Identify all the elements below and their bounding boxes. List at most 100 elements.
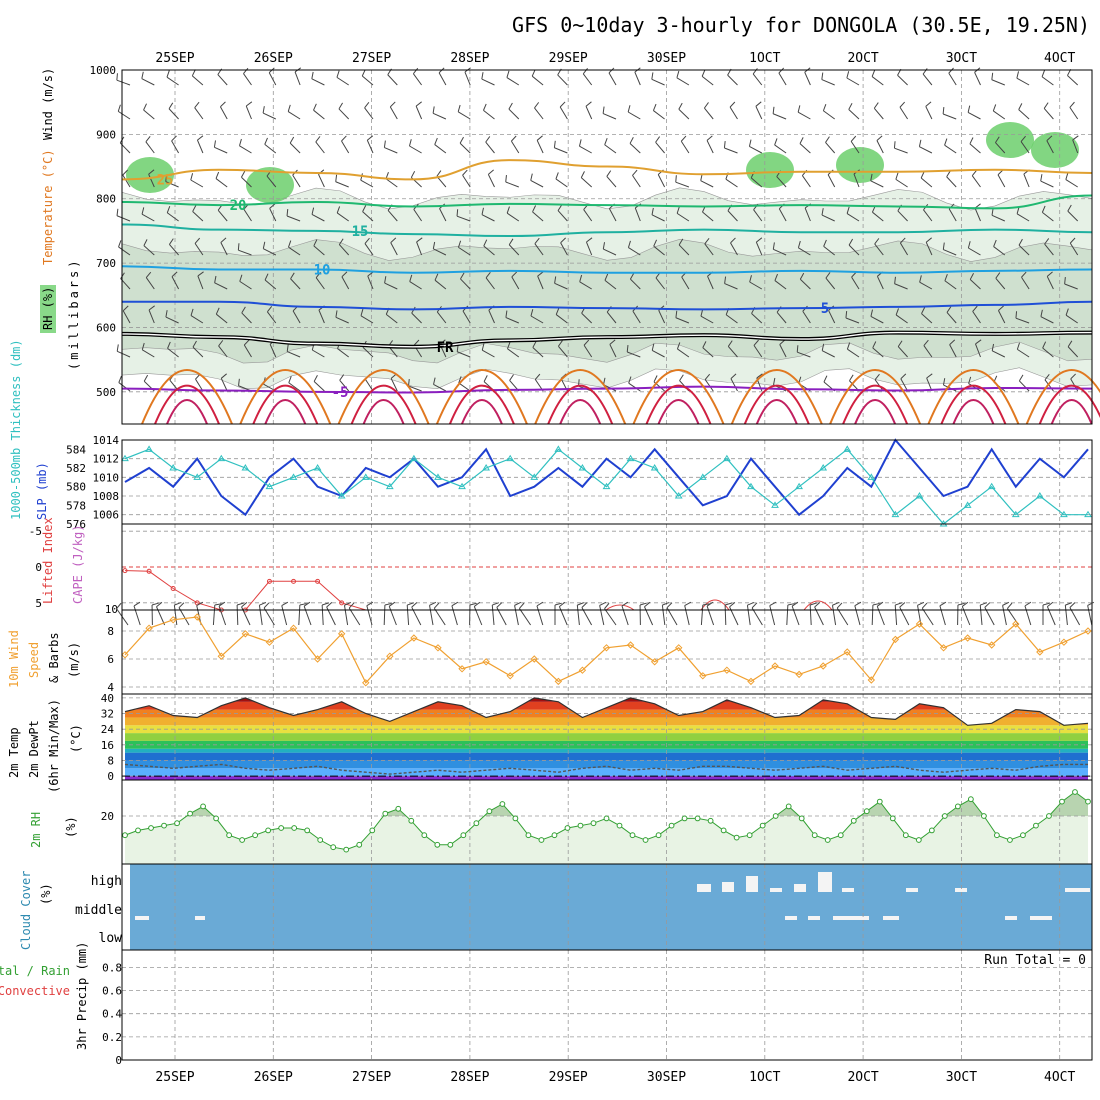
wind-barb-staff: [429, 605, 434, 626]
rh-marker: [1059, 798, 1065, 805]
wind-barb-staff: [460, 278, 471, 290]
wind-barb-feather: [362, 205, 367, 212]
wind-barb-staff: [899, 106, 909, 120]
wind-barb-feather: [243, 67, 249, 74]
wind-barb-feather: [407, 602, 414, 606]
wind-barb-staff: [178, 607, 190, 626]
wind-barb-feather: [1002, 601, 1010, 606]
rh-marker: [421, 832, 428, 839]
low-level-isotherm: [927, 369, 1020, 425]
wind-barb-feather: [338, 238, 344, 245]
wind-barb-feather: [962, 601, 969, 607]
wind-barb-staff: [684, 605, 690, 626]
wind-barb-feather: [336, 70, 340, 78]
thickness-marker: [987, 482, 996, 490]
wind-barb-staff: [313, 109, 325, 120]
wind-barb-staff: [752, 73, 763, 86]
thickness-marker: [795, 482, 803, 490]
wind-barb-feather: [336, 206, 341, 214]
wind-barb-feather: [850, 135, 857, 142]
li-tick: 0: [35, 561, 42, 574]
rh-marker: [824, 837, 831, 843]
wind-barb-feather: [456, 209, 459, 217]
wind-barb-feather: [148, 305, 155, 311]
wind-barb-staff: [505, 317, 519, 324]
li-tick: -5: [29, 525, 42, 538]
wind-barb-staff: [1046, 140, 1054, 154]
rh-marker: [720, 827, 727, 834]
wind-barb-staff: [923, 345, 933, 358]
wind-barb-staff: [266, 311, 277, 324]
wind-barb-staff: [537, 275, 544, 290]
low-level-isotherm: [448, 384, 515, 425]
wind-barb-feather: [925, 101, 932, 107]
wind-barb-feather: [220, 101, 226, 108]
wind-barb-feather: [432, 106, 435, 114]
rh-marker: [994, 832, 1000, 839]
date-label-bottom: 28SEP: [450, 1070, 489, 1085]
wind-barb-staff: [289, 142, 301, 154]
wind-barb-feather: [984, 602, 991, 608]
wind-barb-feather: [968, 376, 972, 384]
wind-barb-staff: [821, 79, 835, 86]
rh-marker: [1085, 798, 1091, 805]
wind-barb-staff: [343, 605, 349, 626]
wind-barb-staff: [657, 174, 666, 188]
rh-marker: [1046, 813, 1052, 819]
wind-barb-staff: [554, 147, 568, 154]
wind-barb-staff: [315, 277, 325, 290]
wind-barb-staff: [1046, 606, 1056, 626]
wind-barb-staff: [384, 282, 398, 290]
wind-barb-feather: [1018, 103, 1023, 110]
cape-bump: [605, 604, 635, 611]
temp-tick: 32: [101, 708, 114, 721]
wind-barb-staff: [702, 347, 714, 358]
li-tick: 5: [35, 597, 42, 610]
wind-barb-staff: [506, 77, 520, 86]
wind-speed-tick: 8: [107, 625, 114, 638]
wind-speed-marker: [337, 630, 346, 638]
wind-barb-staff: [311, 213, 325, 222]
wind-barb-staff: [313, 381, 325, 392]
wind-speed-marker: [410, 634, 418, 642]
wind-barb-staff: [846, 213, 860, 222]
wind-barb-feather: [991, 72, 994, 80]
date-label-top: 1OCT: [749, 51, 780, 66]
rh-tick: 20: [101, 810, 114, 823]
isotherm-line: [121, 159, 1093, 181]
wind-barb-feather: [483, 375, 488, 382]
wind-barb-feather: [602, 106, 605, 114]
wind-barb-staff: [243, 73, 252, 86]
wind-barb-staff: [628, 382, 641, 392]
date-label-top: 4OCT: [1044, 51, 1075, 66]
wind-speed-marker: [241, 630, 250, 638]
wind-barb-feather: [287, 104, 291, 112]
wind-barb-staff: [141, 78, 155, 86]
wind-barb-feather: [949, 339, 956, 346]
wind-barb-feather: [971, 169, 978, 176]
wind-barb-staff: [166, 76, 179, 86]
wind-barb-staff: [243, 208, 252, 222]
precip-ylabel: 3hr Precip (mm): [75, 942, 89, 1050]
wind-barb-feather: [408, 378, 410, 387]
middle-cloud-bar: [883, 916, 899, 920]
wind-barb-staff: [946, 176, 957, 188]
isotherm-label: 15: [352, 224, 369, 240]
wind-barb-feather: [680, 135, 687, 142]
rh-marker: [304, 827, 311, 834]
wind-barb-feather: [651, 343, 655, 351]
wind-barb-staff: [536, 605, 544, 626]
wind-barb-feather: [972, 305, 978, 312]
wind-barb-feather: [457, 104, 461, 112]
wind-barb-feather: [286, 208, 289, 217]
wind-barb-staff: [268, 72, 277, 86]
wind-barb-staff: [786, 605, 789, 626]
wind-barb-feather: [1016, 342, 1020, 350]
wind-barb-staff: [724, 283, 738, 290]
isotherm-label: 25: [157, 172, 174, 188]
wind-barb-staff: [751, 313, 763, 324]
wind-barb-staff: [364, 378, 374, 392]
wind-barb-feather: [557, 204, 563, 211]
slp-tick: 1008: [93, 490, 120, 503]
wind-barb-staff: [604, 608, 617, 626]
